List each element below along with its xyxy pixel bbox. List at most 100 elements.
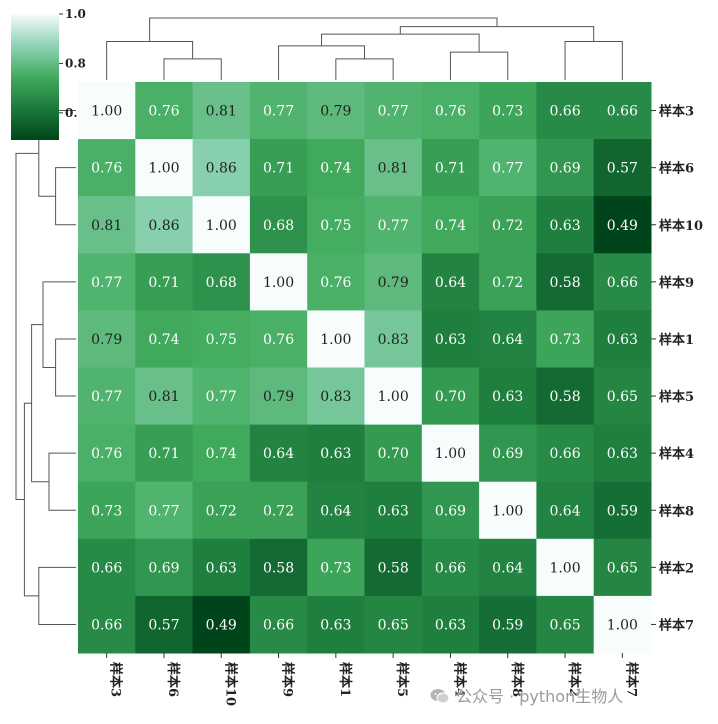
heatmap-cell (307, 139, 365, 197)
dendrogram-link (163, 58, 222, 80)
col-tick-label: 样本7 (623, 662, 639, 697)
cell-value-label: 0.66 (549, 446, 580, 462)
cell-value-label: 0.79 (320, 104, 351, 120)
dendrogram-link (55, 167, 76, 226)
row-tick-label: 样本9 (659, 275, 694, 291)
row-tick-label: 样本8 (659, 503, 694, 519)
heatmap-cell (421, 82, 480, 140)
heatmap-cell (78, 139, 136, 197)
cell-value-label: 0.63 (492, 389, 523, 405)
heatmap-cell (192, 538, 251, 597)
heatmap-cell (593, 196, 652, 254)
heatmap-cell (78, 367, 136, 426)
cell-value-label: 0.74 (206, 446, 237, 462)
cell-value-label: 0.63 (320, 617, 351, 633)
heatmap-cell (479, 196, 537, 254)
cell-value-label: 0.71 (263, 161, 294, 177)
heatmap-cell (307, 481, 365, 540)
cell-value-label: 1.00 (148, 161, 179, 177)
cell-value-label: 0.65 (607, 389, 638, 405)
heatmap-cell (421, 367, 480, 426)
cell-value-label: 0.68 (206, 275, 237, 291)
row-tick-label: 样本1 (659, 332, 694, 348)
heatmap-cell (135, 424, 194, 483)
heatmap-cell (192, 139, 251, 197)
col-tick-label: 样本2 (566, 662, 582, 697)
heatmap-cell (307, 424, 365, 483)
heatmap-cell (536, 82, 595, 140)
cell-value-label: 0.72 (263, 503, 294, 519)
dendrogram-link (55, 338, 76, 397)
heatmap-cell (78, 481, 136, 540)
row-tick-label: 样本10 (659, 218, 703, 234)
cell-value-label: 0.86 (206, 161, 237, 177)
dendrogram-link (15, 152, 39, 501)
cell-value-label: 0.70 (378, 446, 409, 462)
heatmap-cell (479, 481, 537, 540)
cell-value-label: 0.77 (378, 218, 409, 234)
heatmap-cell (135, 481, 194, 540)
cell-value-label: 0.64 (492, 332, 523, 348)
heatmap-cell (536, 424, 595, 483)
cell-value-label: 0.72 (206, 503, 237, 519)
cell-value-label: 0.64 (549, 503, 580, 519)
cell-value-label: 0.76 (148, 104, 179, 120)
cell-value-label: 0.58 (263, 560, 294, 576)
col-tick-label: 样本8 (509, 662, 525, 697)
dendrogram-link (278, 45, 365, 80)
dendrogram-link (42, 281, 76, 368)
row-tick-label: 样本6 (659, 161, 694, 177)
cell-value-label: 0.75 (206, 332, 237, 348)
cell-value-label: 0.77 (206, 389, 237, 405)
cell-value-label: 0.65 (607, 560, 638, 576)
heatmap-cell (479, 595, 537, 654)
heatmap-cell (593, 424, 652, 483)
heatmap-cell (307, 367, 365, 426)
heatmap-cell (364, 595, 423, 654)
heatmap-cell (421, 196, 480, 254)
col-tick-label: 样本10 (222, 662, 238, 706)
cell-value-label: 0.63 (549, 218, 580, 234)
cell-value-label: 0.73 (549, 332, 580, 348)
watermark-text: 公众号 · python生物人 (456, 687, 624, 706)
cell-value-label: 0.65 (378, 617, 409, 633)
heatmap-cell (78, 310, 136, 368)
cell-value-label: 1.00 (549, 560, 580, 576)
heatmap-cell (536, 310, 595, 368)
heatmap-cell (249, 538, 308, 597)
cell-value-label: 0.68 (263, 218, 294, 234)
heatmap-cell (421, 595, 480, 654)
cell-value-label: 0.86 (148, 218, 179, 234)
heatmap-cell (307, 538, 365, 597)
heatmap-grid: 1.00 0.76 0.81 0.77 0.79 0.77 0.76 0.73 0.66 0.66… (78, 82, 652, 654)
cell-value-label: 0.81 (148, 389, 179, 405)
cell-value-label: 1.00 (435, 446, 466, 462)
heatmap-cell (593, 82, 652, 140)
cell-value-label: 0.79 (263, 389, 294, 405)
heatmap-cell (364, 481, 423, 540)
cell-value-label: 0.81 (91, 218, 122, 234)
cell-value-label: 1.00 (320, 332, 351, 348)
dendrogram-link (321, 33, 480, 53)
heatmap-cell (249, 82, 308, 140)
cell-value-label: 0.69 (148, 560, 179, 576)
col-tick-label: 样本4 (451, 662, 467, 697)
heatmap-cell (364, 82, 423, 140)
cell-value-label: 0.74 (320, 161, 351, 177)
heatmap-cell (364, 424, 423, 483)
cell-value-label: 0.83 (378, 332, 409, 348)
heatmap-cell (249, 139, 308, 197)
heatmap-cell (421, 481, 480, 540)
heatmap-cell (135, 196, 194, 254)
row-tick-label: 样本7 (659, 617, 694, 633)
cell-value-label: 0.59 (607, 503, 638, 519)
cell-value-label: 0.77 (378, 104, 409, 120)
heatmap-cell (192, 595, 251, 654)
cell-value-label: 0.63 (607, 446, 638, 462)
cell-value-label: 0.63 (206, 560, 237, 576)
col-tick-label: 样本3 (108, 662, 124, 697)
cell-value-label: 0.77 (91, 275, 122, 291)
column-tick-labels: 样本3 样本6 样本10 样本9 样本1 样本5 样本4 样本8 样本2 样本7 (106, 653, 639, 706)
cell-value-label: 0.69 (435, 503, 466, 519)
cell-value-label: 0.73 (320, 560, 351, 576)
